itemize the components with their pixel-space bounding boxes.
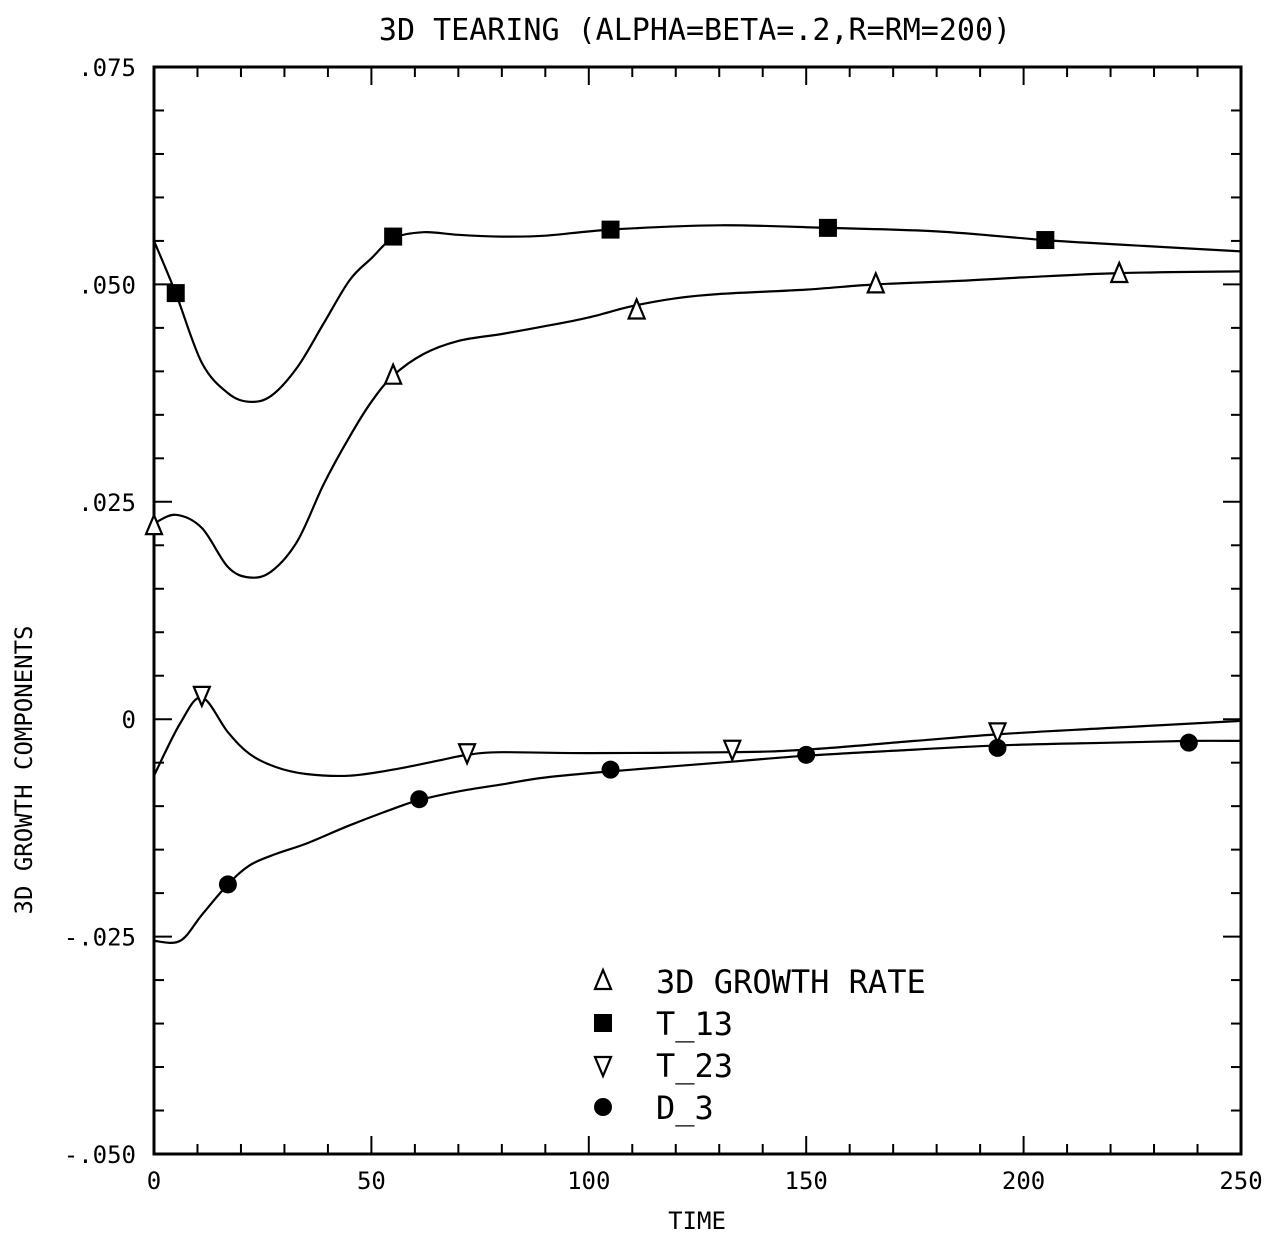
series-3d-growth-rate bbox=[144, 260, 1242, 579]
legend-marker-circle bbox=[594, 1098, 612, 1116]
data-point-circle bbox=[218, 875, 237, 894]
x-tick-label: 250 bbox=[1219, 1167, 1262, 1195]
x-tick-label: 150 bbox=[785, 1167, 828, 1195]
x-tick-label: 200 bbox=[1002, 1167, 1045, 1195]
data-point-circle bbox=[1179, 733, 1198, 752]
data-point-triangle-down bbox=[192, 685, 212, 709]
plot-frame bbox=[152, 65, 1243, 1156]
x-tick-label: 100 bbox=[567, 1167, 610, 1195]
y-tick-label: -.050 bbox=[64, 1141, 136, 1169]
y-tick-label: .025 bbox=[78, 489, 136, 517]
data-point-circle bbox=[601, 760, 620, 779]
legend-marker-triangle-down bbox=[593, 1055, 613, 1079]
y-tick-label: .050 bbox=[78, 271, 136, 299]
data-point-triangle-down bbox=[987, 722, 1008, 746]
y-tick-label: .075 bbox=[78, 54, 136, 82]
legend-label: T_23 bbox=[656, 1047, 733, 1085]
data-point-square bbox=[384, 227, 403, 246]
series-t-13 bbox=[152, 218, 1242, 403]
legend-marker-triangle-up bbox=[593, 967, 613, 991]
legend-label: 3D GROWTH RATE bbox=[656, 963, 926, 1001]
x-tick-label: 0 bbox=[147, 1167, 161, 1195]
data-point-circle bbox=[988, 738, 1007, 757]
legend-marker-square bbox=[594, 1014, 612, 1032]
axis-ticks bbox=[153, 66, 1242, 1155]
data-point-circle bbox=[410, 790, 429, 809]
data-point-triangle-up bbox=[383, 361, 403, 385]
legend-label: T_13 bbox=[656, 1005, 733, 1043]
data-point-square bbox=[818, 218, 837, 237]
legend-label: D_3 bbox=[656, 1089, 714, 1127]
x-tick-label: 50 bbox=[357, 1167, 386, 1195]
series-line bbox=[152, 224, 1242, 403]
series-d-3 bbox=[153, 733, 1242, 944]
series-line bbox=[153, 739, 1242, 944]
data-point-triangle-up bbox=[866, 270, 886, 294]
data-point-circle bbox=[797, 745, 816, 764]
data-point-square bbox=[166, 284, 185, 303]
y-axis-label: 3D GROWTH COMPONENTS bbox=[10, 626, 38, 915]
data-point-triangle-down bbox=[722, 739, 742, 763]
chart-title: 3D TEARING (ALPHA=BETA=.2,R=RM=200) bbox=[379, 13, 1011, 48]
data-point-triangle-down bbox=[457, 743, 477, 767]
x-axis-label: TIME bbox=[668, 1207, 726, 1235]
legend: 3D GROWTH RATE T_13 T_23 D_3 bbox=[593, 963, 926, 1127]
y-tick-label: -.025 bbox=[64, 924, 136, 952]
data-point-square bbox=[601, 220, 620, 239]
axis-tick-labels: 0 50 100 150 200 250 -.050 -.025 0 .025 .050 .075 bbox=[64, 54, 1263, 1195]
y-tick-label: 0 bbox=[122, 706, 136, 734]
series-group bbox=[144, 218, 1242, 944]
series-line bbox=[153, 270, 1242, 579]
data-point-triangle-up bbox=[144, 512, 164, 536]
series-t-23 bbox=[153, 685, 1242, 778]
data-point-square bbox=[1036, 231, 1055, 250]
data-point-triangle-up bbox=[626, 296, 647, 320]
data-point-triangle-up bbox=[1109, 260, 1129, 284]
